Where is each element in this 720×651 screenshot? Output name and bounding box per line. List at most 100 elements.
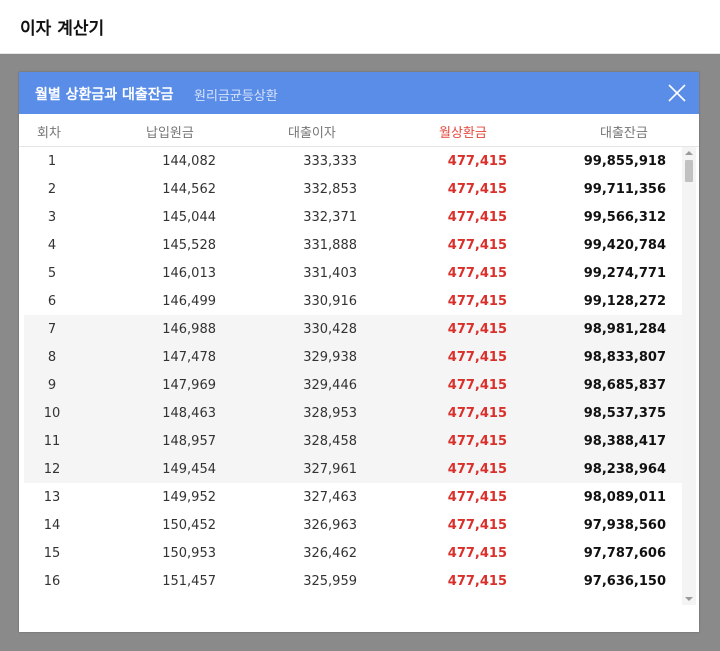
cell-principal: 148,957 [162, 434, 216, 449]
header-balance: 대출잔금 [600, 126, 648, 141]
cell-interest: 330,916 [303, 294, 357, 309]
cell-balance: 97,636,150 [583, 574, 666, 589]
cell-round: 7 [47, 322, 57, 337]
table-row: 5 146,013 331,403 477,415 99,274,771 [24, 259, 684, 287]
cell-balance: 97,787,606 [583, 546, 666, 561]
close-button[interactable] [665, 81, 689, 105]
cell-monthly-payment: 477,415 [447, 490, 507, 505]
cell-monthly-payment: 477,415 [447, 546, 507, 561]
cell-interest: 330,428 [303, 322, 357, 337]
table-row: 2 144,562 332,853 477,415 99,711,356 [24, 175, 684, 203]
cell-balance: 98,981,284 [583, 322, 666, 337]
header-round: 회차 [37, 126, 61, 141]
cell-interest: 331,403 [303, 266, 357, 281]
scroll-down-button[interactable] [682, 593, 696, 605]
cell-balance: 98,833,807 [583, 350, 666, 365]
cell-balance: 99,420,784 [583, 238, 666, 253]
modal-subtitle: 원리금균등상환 [194, 89, 278, 104]
table-row: 14 150,452 326,963 477,415 97,938,560 [24, 511, 684, 539]
cell-principal: 145,528 [162, 238, 216, 253]
cell-monthly-payment: 477,415 [447, 378, 507, 393]
cell-round: 16 [43, 574, 61, 589]
table-body[interactable]: 1 144,082 333,333 477,415 99,855,918 2 144,562… [24, 147, 698, 632]
app-title: 이자 계산기 [20, 19, 105, 39]
cell-principal: 145,044 [162, 210, 216, 225]
cell-monthly-payment: 477,415 [447, 294, 507, 309]
cell-principal: 150,953 [162, 546, 216, 561]
table-row: 9 147,969 329,446 477,415 98,685,837 [24, 371, 684, 399]
table-header: 회차 납입원금 대출이자 월상환금 대출잔금 [19, 114, 699, 147]
repayment-modal: 월별 상환금과 대출잔금 원리금균등상환 회차 납입원금 대출이자 월상환금 대… [19, 72, 699, 632]
cell-balance: 99,855,918 [583, 154, 666, 169]
cell-balance: 98,089,011 [583, 490, 666, 505]
cell-principal: 147,478 [162, 350, 216, 365]
cell-interest: 325,959 [303, 574, 357, 589]
table-row: 7 146,988 330,428 477,415 98,981,284 [24, 315, 684, 343]
vertical-scrollbar[interactable] [682, 147, 696, 605]
cell-balance: 98,537,375 [583, 406, 666, 421]
cell-round: 10 [43, 406, 61, 421]
table-row: 10 148,463 328,953 477,415 98,537,375 [24, 399, 684, 427]
cell-round: 15 [43, 546, 61, 561]
cell-round: 12 [43, 462, 61, 477]
header-interest: 대출이자 [288, 126, 336, 141]
cell-monthly-payment: 477,415 [447, 266, 507, 281]
cell-interest: 328,953 [303, 406, 357, 421]
table-row: 13 149,952 327,463 477,415 98,089,011 [24, 483, 684, 511]
cell-monthly-payment: 477,415 [447, 238, 507, 253]
cell-principal: 151,457 [162, 574, 216, 589]
table-row: 3 145,044 332,371 477,415 99,566,312 [24, 203, 684, 231]
scroll-thumb[interactable] [685, 160, 693, 182]
cell-balance: 98,685,837 [583, 378, 666, 393]
cell-monthly-payment: 477,415 [447, 350, 507, 365]
header-monthly-payment: 월상환금 [439, 126, 487, 141]
table-row: 4 145,528 331,888 477,415 99,420,784 [24, 231, 684, 259]
cell-interest: 327,463 [303, 490, 357, 505]
cell-balance: 99,274,771 [583, 266, 666, 281]
table-row: 12 149,454 327,961 477,415 98,238,964 [24, 455, 684, 483]
table-row: 15 150,953 326,462 477,415 97,787,606 [24, 539, 684, 567]
table-row: 8 147,478 329,938 477,415 98,833,807 [24, 343, 684, 371]
cell-round: 3 [47, 210, 57, 225]
chevron-up-icon [685, 151, 693, 155]
cell-round: 13 [43, 490, 61, 505]
cell-balance: 99,566,312 [583, 210, 666, 225]
scroll-up-button[interactable] [682, 147, 696, 159]
table-row: 6 146,499 330,916 477,415 99,128,272 [24, 287, 684, 315]
cell-principal: 146,013 [162, 266, 216, 281]
cell-interest: 331,888 [303, 238, 357, 253]
cell-interest: 327,961 [303, 462, 357, 477]
cell-round: 6 [47, 294, 57, 309]
modal-title: 월별 상환금과 대출잔금 [35, 87, 174, 103]
cell-round: 2 [47, 182, 57, 197]
cell-round: 8 [47, 350, 57, 365]
cell-monthly-payment: 477,415 [447, 406, 507, 421]
cell-monthly-payment: 477,415 [447, 518, 507, 533]
cell-interest: 328,458 [303, 434, 357, 449]
cell-round: 9 [47, 378, 57, 393]
table-row: 1 144,082 333,333 477,415 99,855,918 [24, 147, 684, 175]
cell-monthly-payment: 477,415 [447, 182, 507, 197]
chevron-down-icon [685, 597, 693, 601]
cell-interest: 329,446 [303, 378, 357, 393]
cell-monthly-payment: 477,415 [447, 462, 507, 477]
cell-interest: 326,462 [303, 546, 357, 561]
cell-round: 5 [47, 266, 57, 281]
cell-round: 4 [47, 238, 57, 253]
cell-monthly-payment: 477,415 [447, 210, 507, 225]
cell-balance: 99,128,272 [583, 294, 666, 309]
table-row: 11 148,957 328,458 477,415 98,388,417 [24, 427, 684, 455]
cell-balance: 97,938,560 [583, 518, 666, 533]
table-row: 16 151,457 325,959 477,415 97,636,150 [24, 567, 684, 595]
cell-principal: 144,562 [162, 182, 216, 197]
cell-principal: 149,952 [162, 490, 216, 505]
cell-interest: 326,963 [303, 518, 357, 533]
cell-principal: 146,499 [162, 294, 216, 309]
cell-interest: 332,371 [303, 210, 357, 225]
modal-header: 월별 상환금과 대출잔금 원리금균등상환 [19, 72, 699, 114]
cell-round: 14 [43, 518, 61, 533]
cell-interest: 329,938 [303, 350, 357, 365]
cell-monthly-payment: 477,415 [447, 322, 507, 337]
header-principal: 납입원금 [146, 126, 194, 141]
cell-principal: 144,082 [162, 154, 216, 169]
